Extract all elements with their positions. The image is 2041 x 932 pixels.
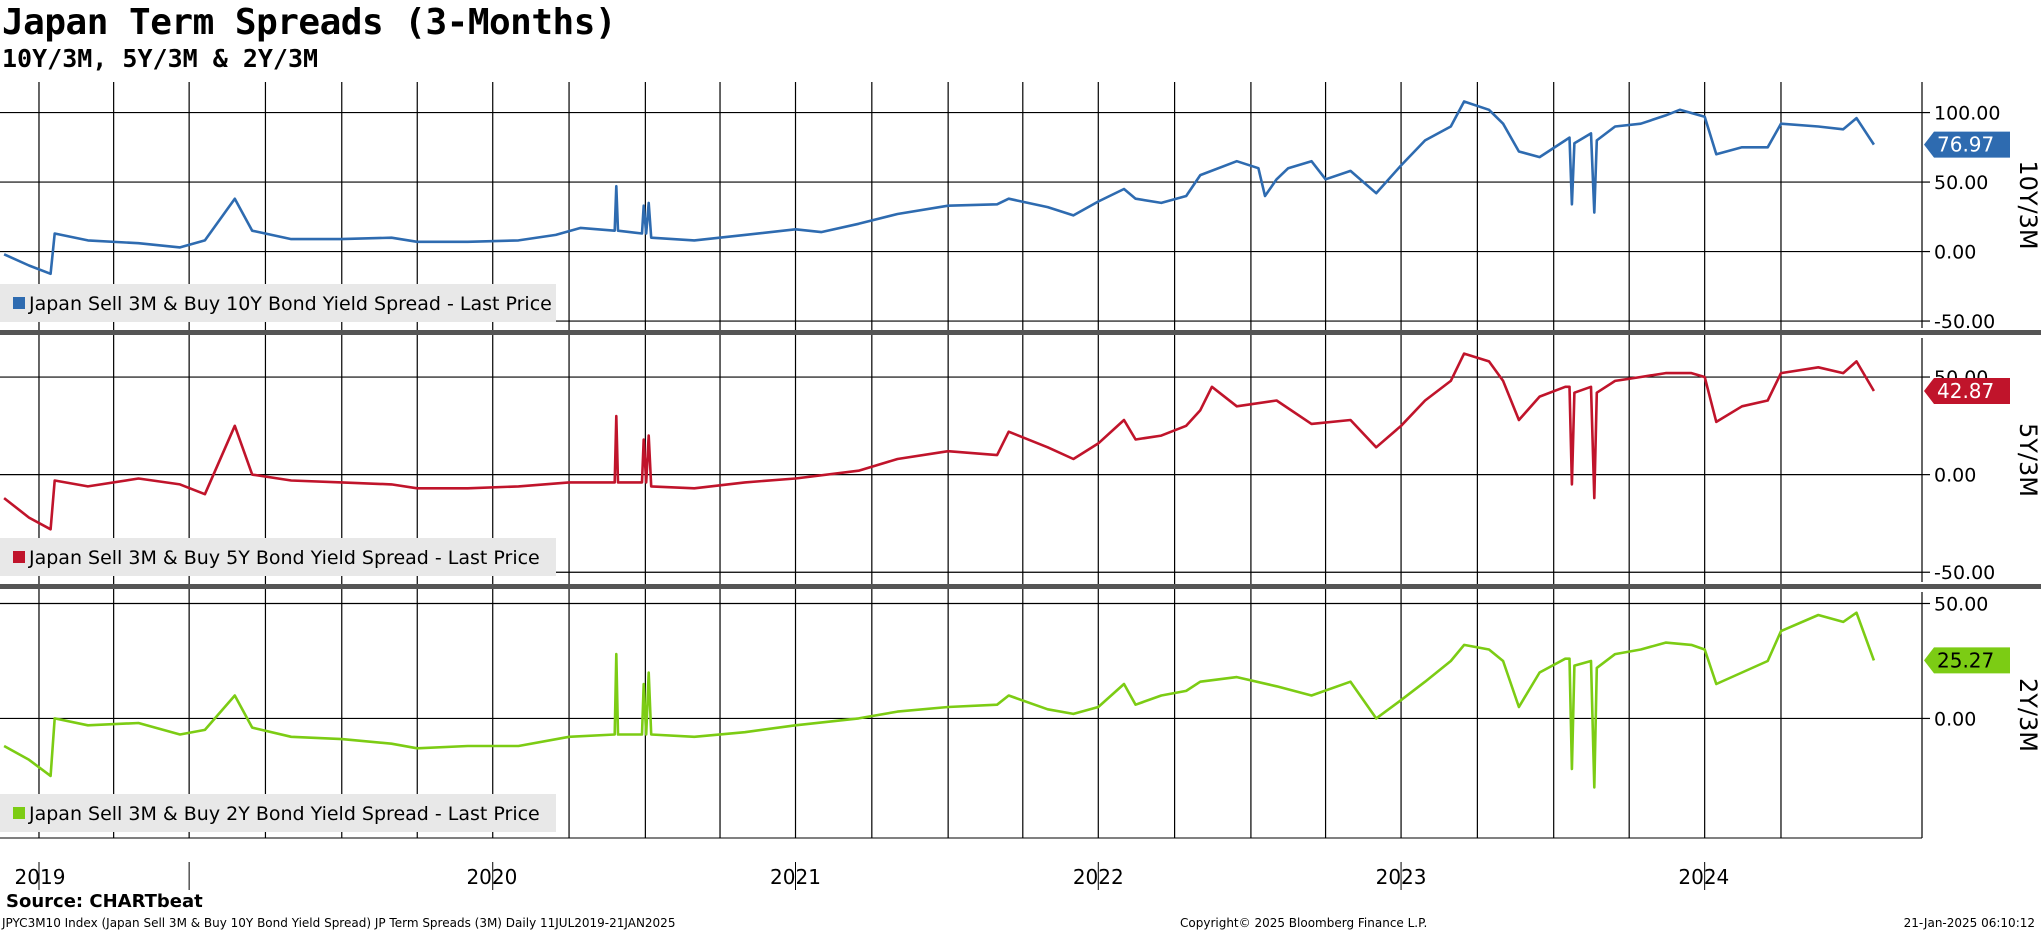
x-tick-label: 2023 — [1376, 865, 1427, 889]
x-tick-label: 2024 — [1678, 865, 1729, 889]
series-line-10Y/3M — [3, 100, 1875, 276]
y-tick-label: 50.00 — [1934, 593, 1988, 615]
series-line-2Y/3M — [3, 611, 1876, 789]
y-tick-label: 0.00 — [1934, 242, 1976, 264]
footer-index-info: JPYC3M10 Index (Japan Sell 3M & Buy 10Y … — [2, 916, 676, 930]
last-value-label: 25.27 — [1937, 648, 1994, 672]
legend-swatch — [13, 807, 25, 819]
panel-label: 2Y/3M — [2014, 678, 2041, 752]
last-value-tag — [1924, 647, 2010, 674]
term-spreads-chart: 100.00 50.00 0.00 -50.00 76.97 10Y/3M Japan Se… — [0, 82, 2041, 890]
legend-box — [0, 538, 556, 576]
legend-label: Japan Sell 3M & Buy 2Y Bond Yield Spread… — [28, 803, 540, 825]
last-value-label: 76.97 — [1937, 133, 1994, 157]
footer-copyright: Copyright© 2025 Bloomberg Finance L.P. — [1180, 916, 1428, 930]
legend-box — [0, 794, 556, 832]
y-tick-label: -50.00 — [1934, 562, 1995, 584]
last-value-label: 42.87 — [1937, 379, 1994, 403]
legend-label: Japan Sell 3M & Buy 5Y Bond Yield Spread… — [28, 547, 540, 569]
legend-label: Japan Sell 3M & Buy 10Y Bond Yield Sprea… — [28, 293, 552, 315]
panel-separator — [0, 584, 2041, 589]
x-tick-label: 2022 — [1073, 865, 1124, 889]
legend-swatch — [13, 297, 25, 309]
y-tick-label: 0.00 — [1934, 708, 1976, 730]
panel-label: 10Y/3M — [2014, 160, 2041, 249]
legend-box — [0, 284, 556, 322]
panel-separator — [0, 330, 2041, 335]
chart-title: Japan Term Spreads (3-Months) — [2, 2, 617, 43]
y-tick-label: -50.00 — [1934, 311, 1995, 333]
legend-swatch — [13, 551, 25, 563]
source-note: Source: CHARTbeat — [6, 891, 203, 912]
x-tick-label: 2021 — [770, 865, 821, 889]
x-tick-label: 2019 — [15, 865, 66, 889]
y-tick-label: 0.00 — [1934, 465, 1976, 487]
y-tick-label: 50.00 — [1934, 172, 1988, 194]
last-value-tag — [1924, 377, 2010, 404]
x-tick-label: 2020 — [466, 865, 517, 889]
panel-label: 5Y/3M — [2014, 423, 2041, 497]
chart-subtitle: 10Y/3M, 5Y/3M & 2Y/3M — [2, 44, 319, 73]
series-line-5Y/3M — [3, 352, 1876, 531]
last-value-tag — [1924, 131, 2010, 158]
y-tick-label: 100.00 — [1934, 103, 2000, 125]
footer-timestamp: 21-Jan-2025 06:10:12 — [1903, 916, 2035, 930]
